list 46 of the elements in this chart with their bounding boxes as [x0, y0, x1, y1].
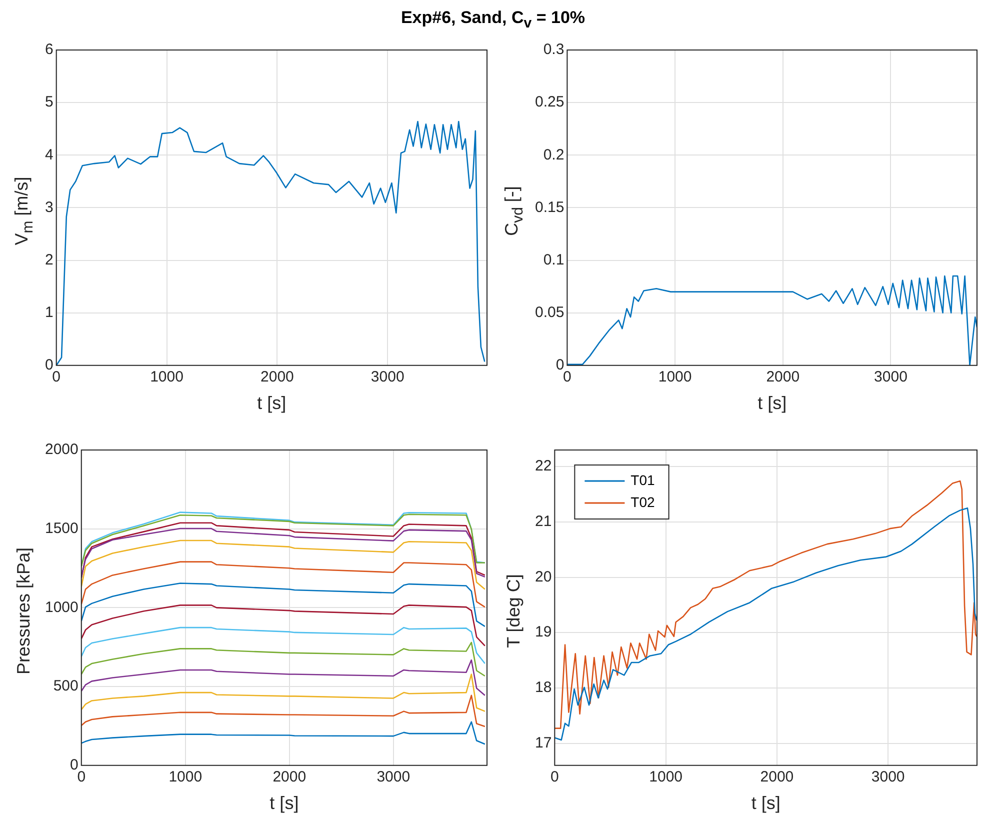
y-tick-label: 20: [534, 568, 552, 586]
y-tick-label: 0: [45, 356, 54, 374]
x-tick-label: 3000: [370, 368, 404, 386]
x-axis-title: t [s]: [270, 793, 299, 814]
y-tick-label: 0.25: [534, 94, 564, 111]
y-tick-label: 6: [45, 41, 54, 58]
y-tick-label: 0: [556, 356, 564, 374]
y-tick-label: 500: [53, 678, 78, 695]
x-axis-title: t [s]: [751, 793, 780, 814]
x-axis-title: t [s]: [257, 393, 286, 414]
y-tick-label: 0: [70, 756, 78, 774]
x-tick-label: 3000: [874, 368, 908, 386]
y-tick-label: 5: [45, 94, 54, 111]
y-tick-label: 17: [534, 734, 552, 752]
x-tick-label: 2000: [766, 368, 800, 386]
x-tick-label: 1000: [658, 368, 692, 386]
x-tick-label: 2000: [760, 768, 794, 786]
x-tick-label: 3000: [376, 768, 410, 786]
x-tick-label: 2000: [260, 368, 294, 386]
y-tick-label: 0.05: [534, 304, 564, 321]
y-tick-label: 2: [45, 251, 54, 268]
y-tick-label: 4: [45, 146, 54, 164]
legend-label: T02: [630, 494, 656, 510]
y-tick-label: 18: [534, 679, 552, 696]
y-tick-label: 0.2: [543, 146, 564, 164]
y-tick-label: 1000: [44, 598, 78, 616]
x-tick-label: 2000: [272, 768, 306, 786]
y-tick-label: 2000: [44, 441, 78, 458]
y-axis-title: T [deg C]: [504, 574, 524, 648]
y-tick-label: 3: [45, 198, 54, 216]
y-tick-label: 19: [534, 624, 552, 641]
y-tick-label: 22: [534, 458, 552, 475]
x-axis-title: t [s]: [758, 393, 787, 414]
legend-label: T01: [630, 472, 656, 488]
y-tick-label: 1500: [44, 520, 78, 537]
chart-title: Exp#6, Sand, C$_{v}$ = 10%: [400, 8, 586, 32]
y-axis-title: Pressures [kPa]: [14, 546, 34, 674]
x-tick-label: 1000: [168, 768, 202, 786]
x-tick-label: 3000: [871, 768, 905, 786]
x-tick-label: 1000: [150, 368, 184, 386]
y-tick-label: 0.1: [543, 251, 564, 268]
y-tick-label: 0.15: [534, 198, 564, 216]
y-tick-label: 0.3: [543, 41, 564, 58]
x-tick-label: 1000: [649, 768, 683, 786]
y-tick-label: 1: [45, 304, 54, 321]
y-tick-label: 21: [534, 513, 552, 530]
